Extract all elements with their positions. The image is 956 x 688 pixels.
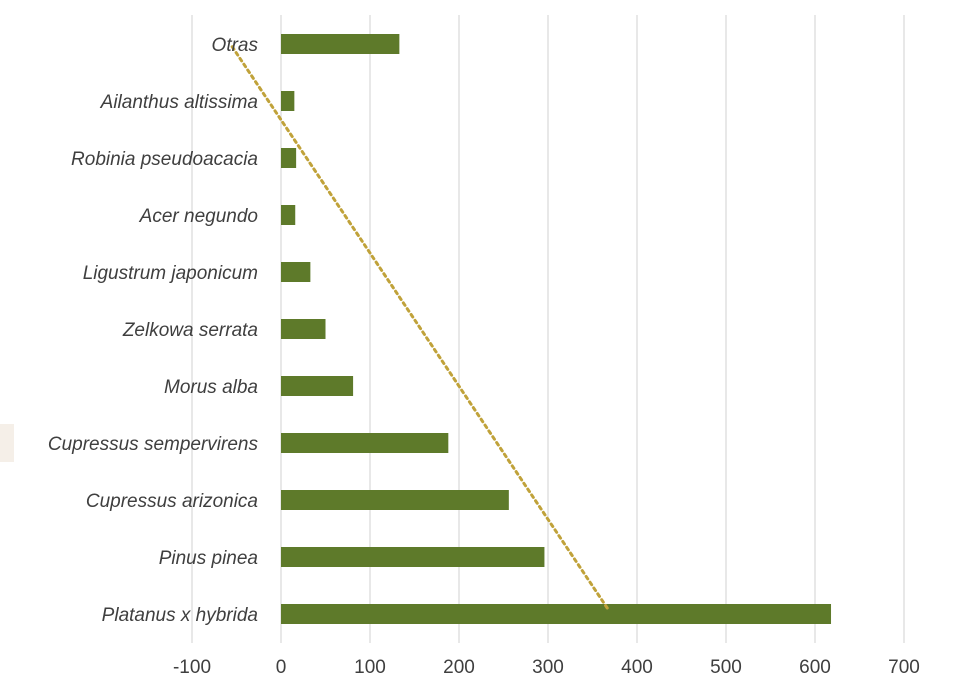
bar-ailanthus-altissima [281,91,295,111]
bar-acer-negundo [281,205,296,225]
x-tick-label-700: 700 [888,657,920,678]
category-label-morus-alba: Morus alba [164,377,258,398]
category-label-cupressus-arizonica: Cupressus arizonica [86,491,258,512]
bar-otras [281,34,400,54]
x-tick-label-500: 500 [710,657,742,678]
category-label-robinia-pseudoacacia: Robinia pseudoacacia [71,149,258,170]
category-label-acer-negundo: Acer negundo [139,206,258,227]
x-tick-label-300: 300 [532,657,564,678]
category-label-platanus-x-hybrida: Platanus x hybrida [102,605,258,626]
bar-morus-alba [281,376,354,396]
category-labels: Platanus x hybrida Pinus pinea Cupressus a… [48,35,259,626]
x-tick-label-600: 600 [799,657,831,678]
category-label-otras: Otras [212,35,259,56]
x-tick-label-100: -100 [173,657,211,678]
bar-zelkowa-serrata [281,319,326,339]
x-tick-label-0: 0 [276,657,287,678]
x-tick-label-400: 400 [621,657,653,678]
category-label-pinus-pinea: Pinus pinea [159,548,258,569]
trendline-group [228,42,609,610]
category-label-ailanthus-altissima: Ailanthus altissima [100,92,258,113]
category-label-cupressus-sempervirens: Cupressus sempervirens [48,434,259,455]
bars [281,34,832,624]
category-label-zelkowa-serrata: Zelkowa serrata [122,320,258,341]
edge-decoration [0,424,14,462]
x-tick-label-200: 200 [443,657,475,678]
bar-cupressus-arizonica [281,490,509,510]
x-tick-label-100: 100 [354,657,386,678]
bar-robinia-pseudoacacia [281,148,297,168]
bar-cupressus-sempervirens [281,433,449,453]
trendline [228,42,609,610]
category-label-ligustrum-japonicum: Ligustrum japonicum [83,263,258,284]
bar-pinus-pinea [281,547,545,567]
bar-ligustrum-japonicum [281,262,311,282]
x-tick-labels: -100 0 100 200 300 400 500 600 700 [173,657,920,678]
bar-platanus-x-hybrida [281,604,832,624]
